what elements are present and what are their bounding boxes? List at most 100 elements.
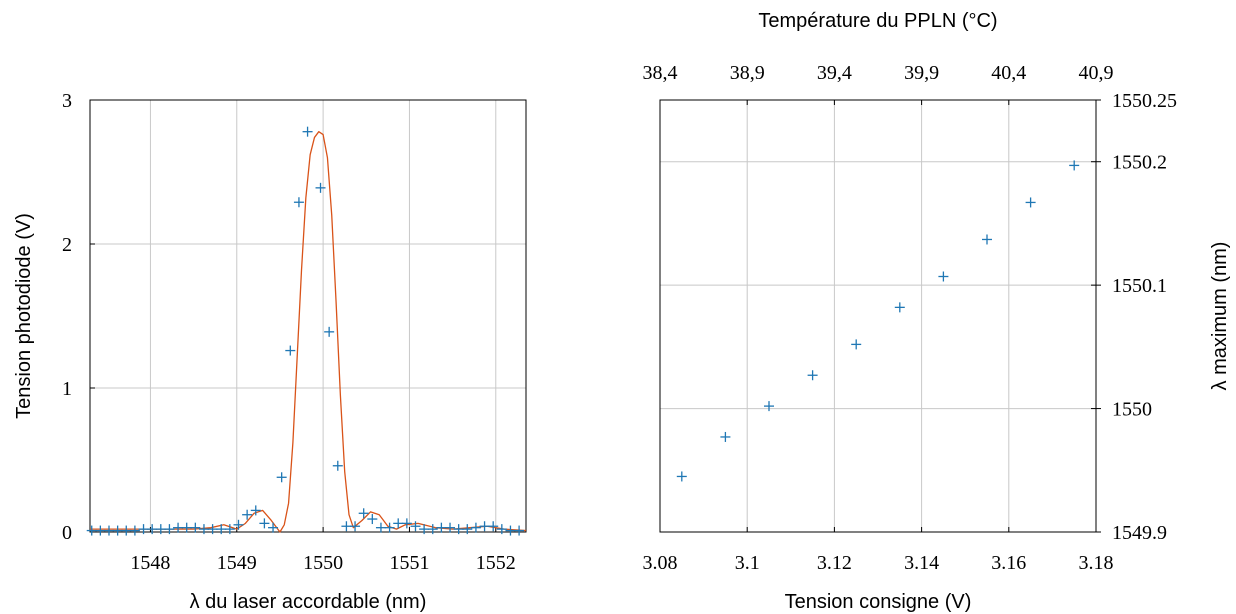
left-x-tick-label: 1548 xyxy=(130,552,170,574)
left-x-tick-label: 1551 xyxy=(389,552,429,574)
right-data-point xyxy=(807,370,818,381)
right-y-tick-label: 1549.9 xyxy=(1112,522,1167,544)
left-data-point xyxy=(384,522,395,533)
left-data-point xyxy=(341,521,352,532)
left-data-point xyxy=(259,518,270,529)
left-data-point xyxy=(129,525,140,536)
right-data-point xyxy=(938,271,949,282)
right-data-point xyxy=(851,339,862,350)
right-y-axis-label: λ maximum (nm) xyxy=(1209,242,1231,391)
left-data-point xyxy=(453,524,464,535)
left-data-point xyxy=(488,521,499,532)
right-data-point xyxy=(676,471,687,482)
left-data-point xyxy=(112,525,123,536)
left-data-point xyxy=(190,522,201,533)
left-data-point xyxy=(505,525,516,536)
left-x-tick-label: 1552 xyxy=(476,552,516,574)
left-data-point xyxy=(181,522,192,533)
left-data-point xyxy=(350,521,361,532)
right-plot-frame xyxy=(659,99,1097,533)
left-data-point xyxy=(198,524,209,535)
left-data-point xyxy=(470,522,481,533)
left-chart: 1548 1549 1550 1551 1552 0 1 2 3 λ du laser acco… xyxy=(13,90,527,613)
right-ticks: 3.08 3.1 3.12 3.14 3.16 3.18 38,4 38,9 39,4 39,9 4… xyxy=(643,62,1178,574)
left-data-point xyxy=(207,524,218,535)
left-data-point xyxy=(367,514,378,525)
right-x-tick-label: 3.18 xyxy=(1079,552,1114,574)
left-data-point xyxy=(242,509,253,520)
right-data-point xyxy=(720,431,731,442)
left-data-point xyxy=(138,524,149,535)
right-chart: 3.08 3.1 3.12 3.14 3.16 3.18 38,4 38,9 39,4 39,9 4… xyxy=(643,10,1232,613)
left-data-point xyxy=(302,126,313,137)
left-data-point xyxy=(496,524,507,535)
left-y-tick-label: 3 xyxy=(62,90,72,112)
left-y-axis-label: Tension photodiode (V) xyxy=(13,213,35,419)
right-top-tick-label: 40,9 xyxy=(1079,62,1114,84)
right-data-point xyxy=(764,401,774,412)
left-data-point xyxy=(293,197,304,208)
left-data-point xyxy=(173,522,184,533)
left-y-tick-label: 1 xyxy=(62,378,72,400)
right-top-tick-label: 38,4 xyxy=(643,62,678,84)
left-x-tick-label: 1550 xyxy=(303,552,343,574)
right-data-point xyxy=(1069,160,1080,171)
left-data-point xyxy=(436,522,447,533)
left-data-point xyxy=(358,508,369,519)
right-y-tick-label: 1550.2 xyxy=(1112,152,1167,174)
left-data-point xyxy=(95,525,106,536)
left-data-point xyxy=(479,521,490,532)
left-data-point xyxy=(393,518,404,529)
right-top-tick-label: 38,9 xyxy=(730,62,765,84)
left-data-point xyxy=(445,522,456,533)
right-top-tick-label: 40,4 xyxy=(991,62,1026,84)
left-data-point xyxy=(216,524,227,535)
left-fit-curve xyxy=(90,131,527,533)
left-data-point xyxy=(375,522,386,533)
left-y-tick-label: 2 xyxy=(62,234,72,256)
right-x-tick-label: 3.1 xyxy=(735,552,760,574)
right-grid xyxy=(659,99,1097,533)
left-data-point xyxy=(268,522,279,533)
left-grid xyxy=(90,99,526,533)
left-x-axis-label: λ du laser accordable (nm) xyxy=(190,591,427,613)
left-data-point xyxy=(332,460,343,471)
left-data-point xyxy=(224,524,235,535)
left-data-point xyxy=(147,524,158,535)
right-top-tick-label: 39,4 xyxy=(817,62,852,84)
left-data-point xyxy=(401,518,412,529)
right-data-point xyxy=(982,234,992,245)
right-x-axis-label: Tension consigne (V) xyxy=(785,591,972,613)
left-data-point xyxy=(121,525,132,536)
left-data-point xyxy=(315,182,326,193)
left-data-point xyxy=(514,525,525,536)
right-y-tick-label: 1550 xyxy=(1112,399,1152,421)
right-top-axis-label: Température du PPLN (°C) xyxy=(758,10,997,32)
right-data-point xyxy=(1025,197,1036,208)
left-data-point xyxy=(103,525,114,536)
left-data-point xyxy=(462,524,473,535)
left-data-point xyxy=(419,524,430,535)
left-data-point xyxy=(233,519,244,530)
right-top-tick-label: 39,9 xyxy=(904,62,939,84)
left-data-point xyxy=(86,525,97,536)
left-fit-line xyxy=(90,131,527,533)
left-data-point xyxy=(164,524,175,535)
right-x-tick-label: 3.12 xyxy=(817,552,852,574)
left-y-tick-label: 0 xyxy=(62,522,72,544)
right-x-tick-label: 3.14 xyxy=(904,552,939,574)
right-y-tick-label: 1550.1 xyxy=(1112,275,1167,297)
right-x-tick-label: 3.08 xyxy=(643,552,678,574)
right-data-points xyxy=(676,160,1080,482)
left-data-point xyxy=(410,521,421,532)
left-data-point xyxy=(285,345,296,356)
left-data-points xyxy=(86,126,525,536)
left-data-point xyxy=(155,524,166,535)
left-x-tick-label: 1549 xyxy=(217,552,257,574)
left-ticks: 1548 1549 1550 1551 1552 0 1 2 3 xyxy=(62,90,516,574)
right-y-tick-label: 1550.25 xyxy=(1112,90,1177,112)
left-data-point xyxy=(427,524,438,535)
left-data-point xyxy=(250,505,261,516)
left-data-point xyxy=(276,472,287,483)
